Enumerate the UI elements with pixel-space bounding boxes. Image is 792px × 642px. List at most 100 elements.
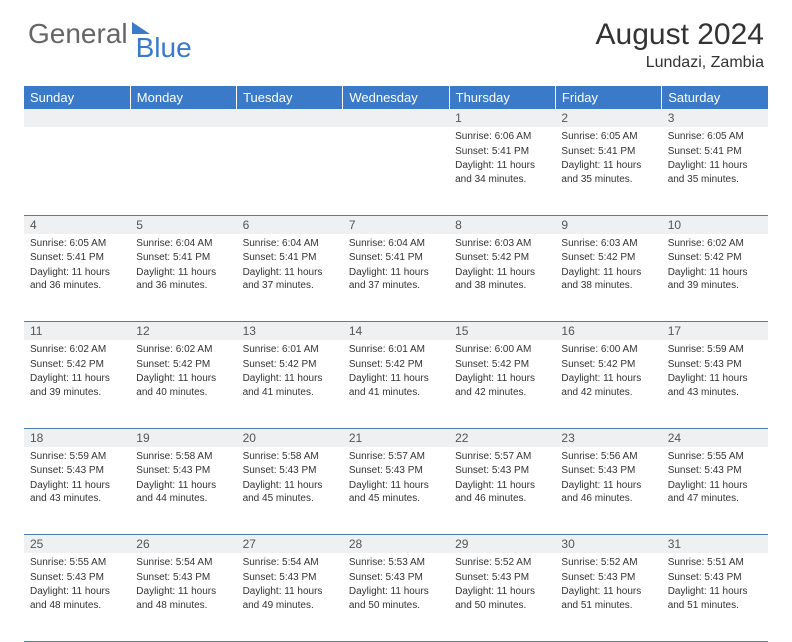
day-number-cell: 30 [555, 535, 661, 554]
daylight-line: Daylight: 11 hours and 38 minutes. [561, 266, 655, 293]
sunset-line: Sunset: 5:41 PM [455, 145, 549, 159]
daylight-line: Daylight: 11 hours and 41 minutes. [349, 372, 443, 399]
day-number-cell: 5 [130, 215, 236, 234]
day-header: Wednesday [343, 86, 449, 109]
sunrise-line: Sunrise: 6:02 AM [136, 343, 230, 357]
logo: General Blue [28, 18, 192, 50]
day-detail-cell: Sunrise: 5:54 AMSunset: 5:43 PMDaylight:… [130, 553, 236, 641]
daylight-line: Daylight: 11 hours and 47 minutes. [668, 479, 762, 506]
daynum-row: 45678910 [24, 215, 768, 234]
day-header: Thursday [449, 86, 555, 109]
daylight-line: Daylight: 11 hours and 36 minutes. [30, 266, 124, 293]
daynum-row: 25262728293031 [24, 535, 768, 554]
sunset-line: Sunset: 5:43 PM [561, 464, 655, 478]
daylight-line: Daylight: 11 hours and 50 minutes. [349, 585, 443, 612]
sunset-line: Sunset: 5:43 PM [668, 358, 762, 372]
sunrise-line: Sunrise: 6:03 AM [561, 237, 655, 251]
header: General Blue August 2024 Lundazi, Zambia [0, 0, 792, 80]
sunset-line: Sunset: 5:42 PM [455, 358, 549, 372]
sunrise-line: Sunrise: 6:04 AM [349, 237, 443, 251]
detail-row: Sunrise: 5:59 AMSunset: 5:43 PMDaylight:… [24, 447, 768, 535]
day-detail-cell: Sunrise: 6:00 AMSunset: 5:42 PMDaylight:… [449, 340, 555, 428]
sunrise-line: Sunrise: 6:02 AM [30, 343, 124, 357]
day-detail-cell [24, 127, 130, 215]
day-detail-cell: Sunrise: 6:01 AMSunset: 5:42 PMDaylight:… [237, 340, 343, 428]
day-detail-cell: Sunrise: 5:54 AMSunset: 5:43 PMDaylight:… [237, 553, 343, 641]
day-number-cell: 13 [237, 322, 343, 341]
sunset-line: Sunset: 5:43 PM [30, 464, 124, 478]
day-detail-cell: Sunrise: 6:05 AMSunset: 5:41 PMDaylight:… [24, 234, 130, 322]
day-header: Monday [130, 86, 236, 109]
sunrise-line: Sunrise: 5:58 AM [136, 450, 230, 464]
day-detail-cell: Sunrise: 5:58 AMSunset: 5:43 PMDaylight:… [237, 447, 343, 535]
sunset-line: Sunset: 5:43 PM [349, 571, 443, 585]
day-number-cell [130, 109, 236, 127]
daylight-line: Daylight: 11 hours and 39 minutes. [30, 372, 124, 399]
day-number-cell: 15 [449, 322, 555, 341]
day-number-cell: 28 [343, 535, 449, 554]
daylight-line: Daylight: 11 hours and 42 minutes. [561, 372, 655, 399]
day-number-cell: 26 [130, 535, 236, 554]
detail-row: Sunrise: 6:02 AMSunset: 5:42 PMDaylight:… [24, 340, 768, 428]
logo-text-blue: Blue [136, 32, 192, 64]
sunset-line: Sunset: 5:43 PM [136, 571, 230, 585]
day-number-cell: 20 [237, 428, 343, 447]
day-detail-cell: Sunrise: 6:01 AMSunset: 5:42 PMDaylight:… [343, 340, 449, 428]
daylight-line: Daylight: 11 hours and 35 minutes. [561, 159, 655, 186]
sunset-line: Sunset: 5:42 PM [455, 251, 549, 265]
sunrise-line: Sunrise: 6:06 AM [455, 130, 549, 144]
sunrise-line: Sunrise: 6:04 AM [243, 237, 337, 251]
sunrise-line: Sunrise: 6:01 AM [243, 343, 337, 357]
daylight-line: Daylight: 11 hours and 48 minutes. [136, 585, 230, 612]
day-number-cell: 7 [343, 215, 449, 234]
title-block: August 2024 Lundazi, Zambia [596, 18, 764, 72]
sunset-line: Sunset: 5:41 PM [349, 251, 443, 265]
day-number-cell [24, 109, 130, 127]
sunset-line: Sunset: 5:42 PM [561, 251, 655, 265]
daynum-row: 123 [24, 109, 768, 127]
day-number-cell: 11 [24, 322, 130, 341]
sunset-line: Sunset: 5:41 PM [243, 251, 337, 265]
sunset-line: Sunset: 5:43 PM [136, 464, 230, 478]
day-detail-cell: Sunrise: 6:02 AMSunset: 5:42 PMDaylight:… [24, 340, 130, 428]
day-number-cell: 6 [237, 215, 343, 234]
logo-text-general: General [28, 18, 128, 50]
day-header: Tuesday [237, 86, 343, 109]
day-detail-cell: Sunrise: 5:59 AMSunset: 5:43 PMDaylight:… [662, 340, 768, 428]
daylight-line: Daylight: 11 hours and 40 minutes. [136, 372, 230, 399]
sunrise-line: Sunrise: 5:59 AM [668, 343, 762, 357]
day-detail-cell [237, 127, 343, 215]
day-number-cell: 9 [555, 215, 661, 234]
sunrise-line: Sunrise: 5:56 AM [561, 450, 655, 464]
sunrise-line: Sunrise: 6:01 AM [349, 343, 443, 357]
day-detail-cell: Sunrise: 5:57 AMSunset: 5:43 PMDaylight:… [449, 447, 555, 535]
day-detail-cell [343, 127, 449, 215]
sunrise-line: Sunrise: 6:03 AM [455, 237, 549, 251]
sunrise-line: Sunrise: 5:54 AM [136, 556, 230, 570]
sunrise-line: Sunrise: 5:53 AM [349, 556, 443, 570]
day-detail-cell: Sunrise: 6:04 AMSunset: 5:41 PMDaylight:… [343, 234, 449, 322]
day-number-cell: 1 [449, 109, 555, 127]
sunrise-line: Sunrise: 6:05 AM [30, 237, 124, 251]
daynum-row: 18192021222324 [24, 428, 768, 447]
sunset-line: Sunset: 5:42 PM [243, 358, 337, 372]
calendar-body: 123Sunrise: 6:06 AMSunset: 5:41 PMDaylig… [24, 109, 768, 641]
sunrise-line: Sunrise: 6:00 AM [561, 343, 655, 357]
day-detail-cell: Sunrise: 6:05 AMSunset: 5:41 PMDaylight:… [555, 127, 661, 215]
daylight-line: Daylight: 11 hours and 50 minutes. [455, 585, 549, 612]
daylight-line: Daylight: 11 hours and 41 minutes. [243, 372, 337, 399]
day-number-cell: 29 [449, 535, 555, 554]
sunset-line: Sunset: 5:42 PM [561, 358, 655, 372]
day-number-cell: 4 [24, 215, 130, 234]
sunset-line: Sunset: 5:43 PM [455, 571, 549, 585]
sunset-line: Sunset: 5:43 PM [455, 464, 549, 478]
day-detail-cell: Sunrise: 5:55 AMSunset: 5:43 PMDaylight:… [24, 553, 130, 641]
sunrise-line: Sunrise: 5:52 AM [455, 556, 549, 570]
sunrise-line: Sunrise: 5:52 AM [561, 556, 655, 570]
day-number-cell [237, 109, 343, 127]
daylight-line: Daylight: 11 hours and 48 minutes. [30, 585, 124, 612]
day-detail-cell: Sunrise: 6:03 AMSunset: 5:42 PMDaylight:… [555, 234, 661, 322]
daylight-line: Daylight: 11 hours and 42 minutes. [455, 372, 549, 399]
daylight-line: Daylight: 11 hours and 35 minutes. [668, 159, 762, 186]
sunset-line: Sunset: 5:42 PM [668, 251, 762, 265]
